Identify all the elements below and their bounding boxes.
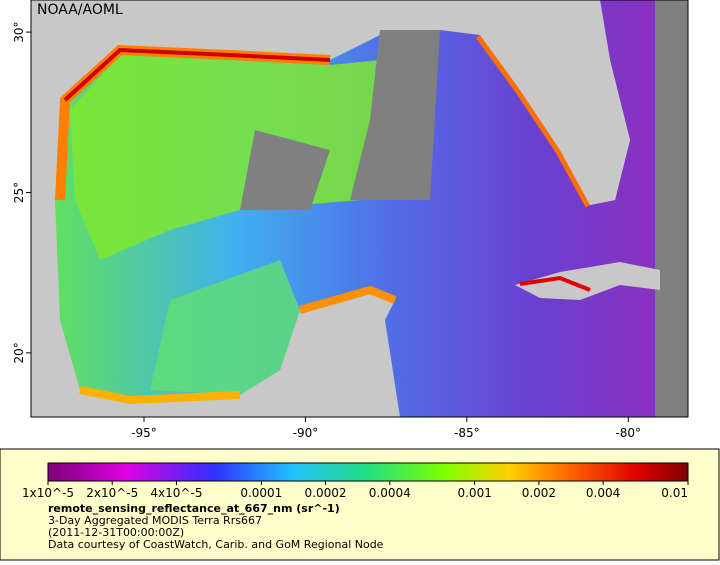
caption-variable: remote_sensing_reflectance_at_667_nm (sr… [48, 502, 340, 515]
no-data-swath [350, 30, 440, 200]
credit: NOAA/AOML [37, 2, 123, 18]
lon-tick-label: -95° [131, 426, 157, 440]
cuba-coast [519, 275, 591, 292]
colorbar [47, 462, 689, 482]
lon-tick-label: -90° [293, 426, 319, 440]
colorbar-tick-label: 0.0002 [305, 486, 347, 500]
coastal-water [79, 386, 241, 405]
colorbar-tick-label: 0.0001 [240, 486, 282, 500]
colorbar-tick-label: 0.002 [522, 486, 556, 500]
no-data-strip [655, 0, 688, 417]
green-water [150, 260, 300, 395]
colorbar-tick-label: 4x10^-5 [150, 486, 202, 500]
caption-source: Data courtesy of CoastWatch, Carib. and … [48, 538, 384, 551]
caption-product: 3-Day Aggregated MODIS Terra Rrs667 [48, 514, 262, 527]
coastal-water [298, 285, 397, 314]
lat-tick-label: 25° [12, 182, 26, 203]
coastal-water [63, 47, 331, 102]
colorbar-tick-label: 1x10^-5 [22, 486, 74, 500]
green-water [70, 55, 380, 260]
lat-tick-label: 20° [12, 342, 26, 363]
cuba [515, 262, 660, 300]
caption-time: (2011-12-31T00:00:00Z) [48, 526, 184, 539]
colorbar-tick-label: 2x10^-5 [86, 486, 138, 500]
no-data-swath [240, 130, 330, 210]
lon-tick-label: -80° [615, 426, 641, 440]
colorbar-tick-label: 0.001 [457, 486, 491, 500]
colorbar-tick-label: 0.0004 [369, 486, 411, 500]
map-frame [30, 0, 689, 418]
colorbar-tick-label: 0.01 [661, 486, 688, 500]
map-image [30, 0, 689, 418]
colorbar-tick-label: 0.004 [586, 486, 620, 500]
florida [470, 0, 630, 205]
lon-tick-label: -85° [454, 426, 480, 440]
lat-tick-label: 30° [12, 21, 26, 42]
